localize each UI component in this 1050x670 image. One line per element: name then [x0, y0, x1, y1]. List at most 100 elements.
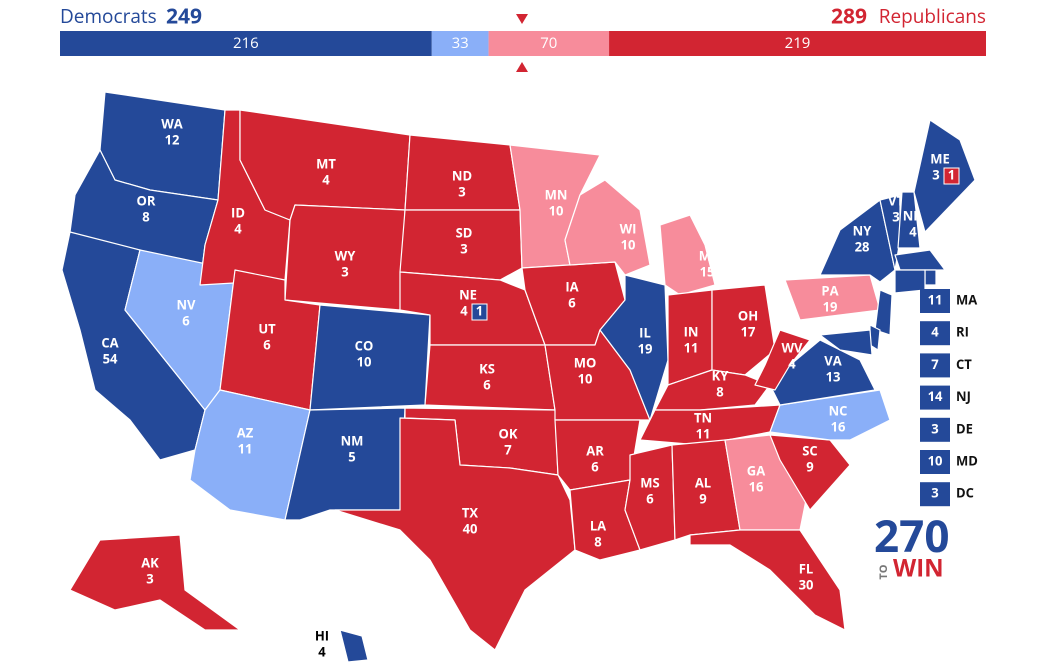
state-abbr: FL	[799, 559, 813, 577]
callout-box	[920, 385, 950, 410]
state-votes: 11	[684, 338, 699, 356]
split-box	[943, 167, 960, 185]
state-abbr: SC	[802, 441, 817, 459]
state-votes: 12	[165, 130, 180, 148]
state-abbr: VA	[824, 351, 841, 369]
logo-win: WIN	[893, 551, 944, 584]
state-abbr: CO	[355, 336, 374, 354]
state	[754, 329, 811, 391]
callout-votes: 7	[931, 355, 939, 373]
state-abbr: AL	[695, 473, 711, 491]
state-votes: 16	[831, 417, 846, 435]
state	[334, 417, 576, 651]
state-votes: 5	[348, 447, 355, 465]
bar-segment-label: 219	[785, 33, 811, 53]
state-abbr: MI	[699, 246, 716, 264]
state-votes: 7	[504, 440, 512, 458]
state-votes: 6	[182, 311, 190, 329]
state-votes: 4	[788, 354, 796, 372]
bar-segment-label: 216	[233, 33, 259, 53]
dem-label: Democrats	[60, 3, 157, 29]
state	[874, 289, 893, 336]
state	[69, 534, 241, 631]
dem-total: 249	[166, 3, 202, 31]
callout-box	[920, 321, 950, 346]
state-abbr: KS	[479, 359, 495, 377]
rep-total: 289	[831, 3, 867, 31]
state-votes: 10	[621, 235, 636, 253]
state	[599, 274, 669, 421]
state-abbr: VT	[888, 191, 904, 209]
state-abbr: IL	[639, 323, 651, 341]
split-votes: 1	[476, 301, 483, 319]
state-votes: 13	[826, 367, 841, 385]
state-votes: 4	[322, 170, 330, 188]
state-abbr: PA	[821, 281, 838, 299]
callout-box	[920, 482, 950, 507]
callout-box	[920, 289, 950, 313]
state-votes: 40	[463, 519, 478, 537]
state	[339, 629, 369, 663]
state-votes: 3	[146, 569, 153, 587]
callout-votes: 3	[931, 419, 938, 437]
state-abbr: ND	[452, 166, 472, 184]
logo: 270 TO WIN	[874, 505, 949, 585]
state-abbr: MT	[316, 154, 336, 172]
logo-number: 270	[874, 505, 949, 565]
state	[399, 209, 523, 281]
state-votes: 4	[460, 301, 468, 319]
state-votes: 17	[741, 322, 756, 340]
bar-segment-label: 70	[540, 33, 557, 53]
callout-abbr: DC	[956, 484, 974, 502]
state-abbr: HI	[315, 626, 329, 644]
callout-abbr: CT	[956, 355, 972, 373]
state-abbr: GA	[747, 461, 765, 479]
midpoint-marker	[516, 62, 528, 72]
bar-segment	[431, 31, 489, 56]
us-map: WA12OR8CA54NV6ID4MT4WY3UT6AZ11CO10NM5ND3…	[61, 91, 976, 663]
state-abbr: AK	[141, 553, 159, 571]
callout-votes: 4	[931, 323, 939, 341]
state-votes: 19	[823, 297, 838, 315]
state-votes: 3	[932, 165, 939, 183]
callout-abbr: MD	[956, 451, 978, 469]
state	[659, 214, 716, 296]
bar-segment	[60, 31, 432, 56]
state-abbr: TX	[462, 503, 479, 521]
state-votes: 6	[483, 375, 491, 393]
state-abbr: AZ	[237, 423, 254, 441]
callout-votes: 11	[928, 290, 943, 308]
state-votes: 6	[263, 335, 271, 353]
state-votes: 6	[568, 293, 576, 311]
state-abbr: NE	[459, 285, 477, 303]
state	[897, 191, 921, 249]
state	[894, 249, 946, 271]
state-abbr: NH	[903, 206, 924, 224]
state-votes: 10	[578, 369, 593, 387]
state-abbr: ID	[231, 203, 245, 221]
state-votes: 9	[699, 489, 706, 507]
callout-abbr: DE	[956, 419, 973, 437]
state-votes: 9	[806, 457, 813, 475]
state-abbr: NM	[341, 431, 364, 449]
state-abbr: LA	[590, 516, 606, 534]
state	[689, 529, 846, 631]
state-votes: 3	[460, 239, 467, 257]
state-votes: 3	[341, 262, 348, 280]
state	[924, 269, 937, 286]
state-abbr: OK	[499, 424, 518, 442]
state-votes: 19	[638, 339, 653, 357]
state-abbr: NY	[853, 221, 873, 239]
state-votes: 30	[799, 575, 814, 593]
state-votes: 54	[103, 349, 118, 367]
callout-votes: 14	[928, 387, 943, 405]
state-votes: 3	[892, 207, 899, 225]
split-box	[471, 303, 488, 321]
state-votes: 4	[318, 642, 326, 660]
state-votes: 11	[238, 439, 253, 457]
state-abbr: UT	[258, 319, 276, 337]
state-abbr: NV	[176, 295, 196, 313]
state-abbr: IN	[684, 322, 699, 340]
state-votes: 4	[909, 222, 917, 240]
